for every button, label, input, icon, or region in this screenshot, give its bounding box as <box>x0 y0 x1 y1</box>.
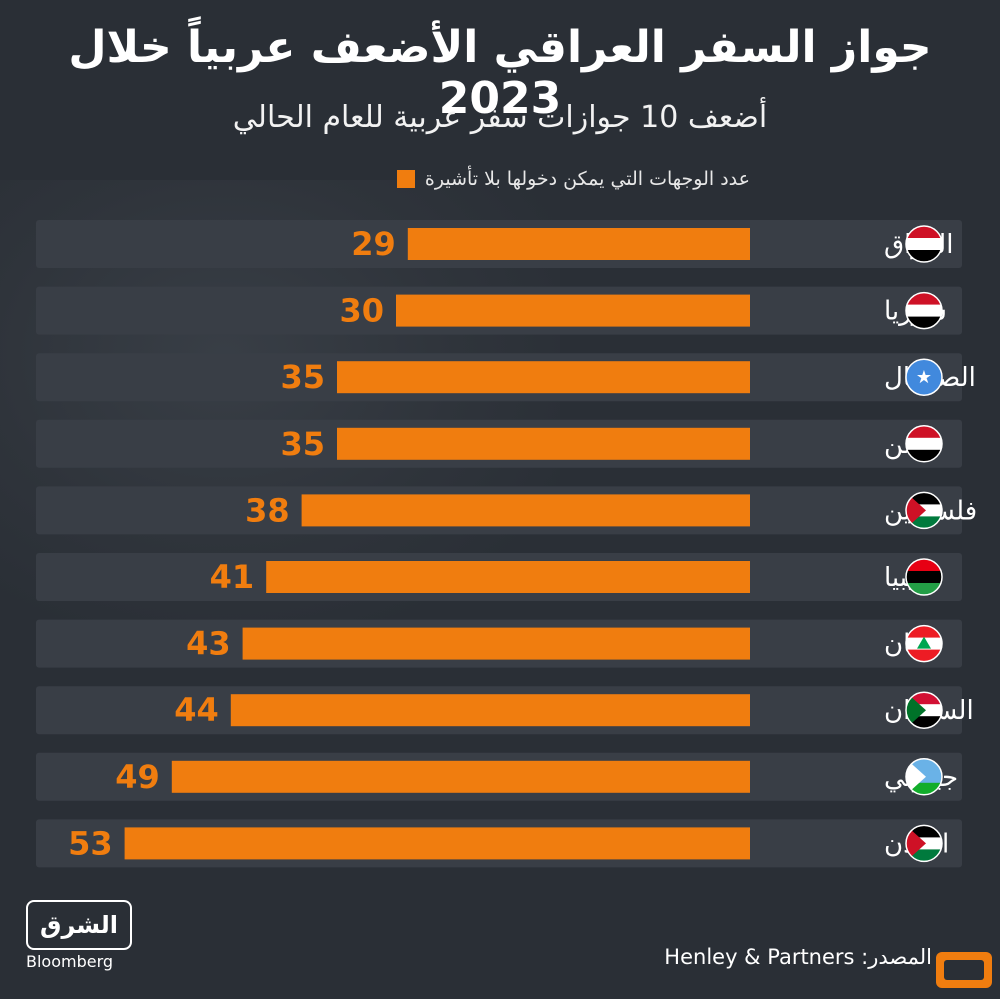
page-title: جواز السفر العراقي الأضعف عربياً خلال 20… <box>68 22 932 124</box>
data-label: 41 <box>210 558 255 596</box>
syria-flag-icon <box>905 291 943 330</box>
bar <box>337 427 750 460</box>
page-subtitle: أضعف 10 جوازات سفر عربية للعام الحالي <box>232 100 768 135</box>
chart-row: 49جيبوتي <box>36 752 962 801</box>
data-label: 30 <box>339 292 384 330</box>
asharq-logo: الشرق Bloomberg <box>26 900 134 972</box>
chart-row: 30سوريا <box>36 286 962 335</box>
bar <box>230 694 751 727</box>
palestine-flag-icon <box>905 491 943 530</box>
bar <box>301 494 750 527</box>
djibouti-flag-icon <box>905 758 943 796</box>
bar <box>337 361 750 394</box>
bar <box>407 228 750 260</box>
yemen-flag-icon <box>905 425 943 463</box>
data-label: 35 <box>280 425 325 463</box>
data-label: 53 <box>68 824 113 862</box>
logo-subtext: Bloomberg <box>26 952 114 971</box>
chart-row: 41 ليبيا <box>36 553 962 601</box>
data-label: 35 <box>280 358 325 396</box>
data-label: 44 <box>174 691 219 729</box>
sudan-flag-icon <box>905 691 943 729</box>
legend-label: عدد الوجهات التي يمكن دخولها بلا تأشيرة <box>424 168 750 190</box>
chart-row: 29العراق <box>36 220 962 268</box>
chart-row: 35الصومال★ <box>36 353 976 402</box>
bar <box>242 627 750 660</box>
legend-swatch <box>396 170 415 188</box>
site-watermark-icon <box>936 952 992 988</box>
iraq-flag-icon <box>905 225 943 263</box>
bar <box>124 827 751 860</box>
data-label: 49 <box>115 758 160 796</box>
bar <box>266 561 750 593</box>
jordan-flag-icon <box>905 824 943 863</box>
source-note: المصدر: Henley & Partners <box>664 945 932 969</box>
data-label: 29 <box>351 225 396 263</box>
chart-row: 53الأردن <box>36 819 962 868</box>
chart-row: 43لبنان <box>36 619 962 668</box>
lebanon-flag-icon <box>905 624 943 663</box>
somalia-flag-icon: ★ <box>905 358 943 396</box>
logo-text: الشرق <box>26 900 132 950</box>
data-label: 43 <box>186 625 231 663</box>
bar <box>171 760 751 793</box>
chart-legend: عدد الوجهات التي يمكن دخولها بلا تأشيرة <box>396 168 750 190</box>
bar <box>396 294 750 327</box>
chart-row: 38فلسطين <box>36 486 977 535</box>
chart-row: 44السودان <box>36 686 974 735</box>
svg-text:★: ★ <box>916 367 932 388</box>
data-label: 38 <box>245 491 290 529</box>
chart-row: 35اليمن <box>36 419 962 468</box>
libya-flag-icon <box>905 558 943 596</box>
